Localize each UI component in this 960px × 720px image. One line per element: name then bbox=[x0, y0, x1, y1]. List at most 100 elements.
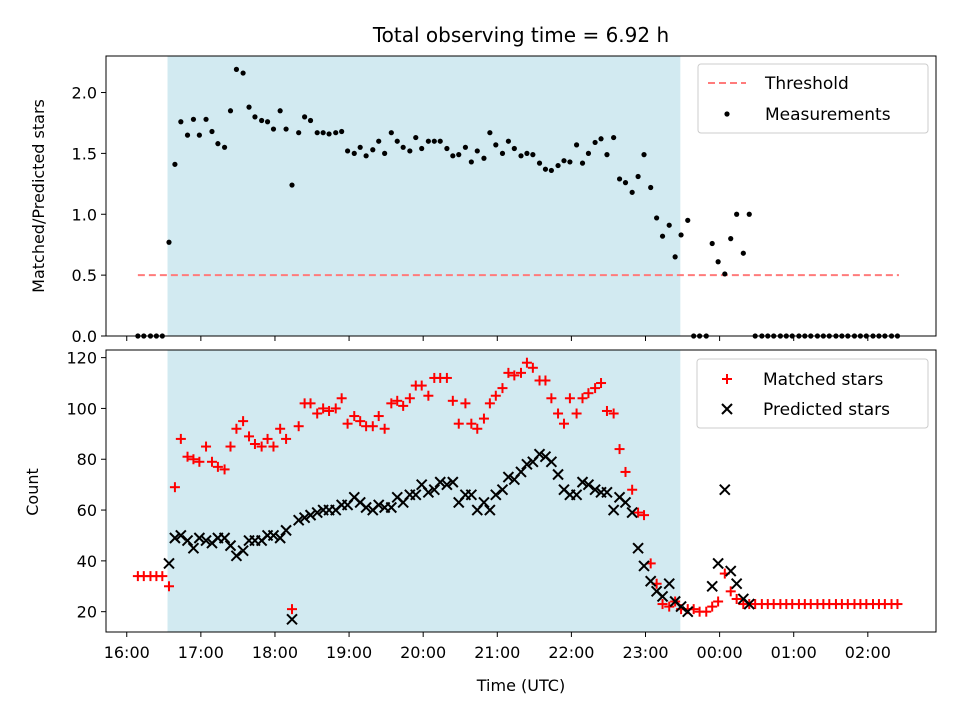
matched-star-point bbox=[423, 390, 434, 401]
measurement-point bbox=[264, 119, 271, 125]
legend-threshold-label: Threshold bbox=[764, 74, 849, 94]
x-tick-label: 18:00 bbox=[252, 643, 298, 662]
measurement-point bbox=[339, 128, 345, 135]
matched-star-point bbox=[639, 510, 650, 521]
matched-star-point bbox=[355, 416, 366, 427]
top-y-axis-label: Matched/Predicted stars bbox=[29, 99, 48, 293]
measurement-point bbox=[685, 217, 691, 223]
matched-star-point bbox=[212, 461, 223, 472]
top-legend-box bbox=[697, 63, 929, 134]
measurement-point bbox=[659, 233, 666, 239]
predicted-star-point bbox=[552, 468, 564, 481]
predicted-star-point bbox=[169, 532, 181, 544]
predicted-star-point bbox=[582, 478, 595, 491]
bottom-legend-box bbox=[696, 358, 929, 429]
measurement-point bbox=[579, 160, 586, 166]
x-tick-label: 23:00 bbox=[622, 643, 668, 662]
predicted-star-point bbox=[385, 501, 398, 514]
measurement-point bbox=[431, 138, 437, 144]
matched-star-point bbox=[707, 601, 718, 612]
measurement-point bbox=[444, 145, 450, 152]
measurement-point bbox=[635, 173, 641, 180]
bottom-y-tick-label: 100 bbox=[66, 399, 97, 418]
predicted-star-point bbox=[521, 458, 533, 471]
measurement-point bbox=[351, 150, 357, 156]
predicted-star-point bbox=[230, 550, 243, 562]
matched-star-point bbox=[503, 367, 514, 378]
predicted-star-point bbox=[163, 557, 175, 570]
x-tick-label: 01:00 bbox=[771, 643, 817, 662]
matched-star-point bbox=[484, 398, 495, 409]
matched-star-point bbox=[416, 380, 427, 391]
measurement-point bbox=[524, 150, 530, 156]
x-tick-label: 20:00 bbox=[400, 643, 446, 662]
predicted-star-point bbox=[719, 484, 731, 496]
measurement-point bbox=[172, 161, 178, 167]
x-tick-label: 02:00 bbox=[845, 643, 891, 662]
measurement-point bbox=[530, 152, 536, 158]
matched-star-point bbox=[731, 593, 742, 604]
top-y-tick-label: 2.0 bbox=[72, 84, 97, 103]
matched-star-point bbox=[608, 408, 619, 419]
matched-star-point bbox=[521, 357, 532, 368]
x-tick-label: 19:00 bbox=[326, 643, 372, 662]
matched-star-point bbox=[392, 395, 403, 406]
matched-star-point bbox=[312, 408, 323, 419]
predicted-star-point bbox=[675, 600, 687, 613]
predicted-star-point bbox=[619, 496, 632, 509]
matched-star-point bbox=[601, 405, 612, 416]
matched-star-point bbox=[201, 441, 212, 452]
measurement-point bbox=[382, 150, 388, 156]
measurement-point bbox=[654, 215, 660, 221]
predicted-star-point bbox=[712, 557, 724, 570]
measurement-point bbox=[407, 148, 413, 154]
measurement-point bbox=[314, 130, 320, 136]
top-y-tick-label: 1.0 bbox=[72, 205, 97, 224]
matched-star-point bbox=[281, 433, 292, 444]
matched-star-point bbox=[453, 418, 464, 429]
matched-star-point bbox=[540, 375, 551, 386]
measurement-point bbox=[203, 116, 209, 122]
matched-star-point bbox=[553, 408, 564, 419]
matched-star-point bbox=[657, 599, 668, 610]
matched-star-point bbox=[614, 444, 625, 455]
measurement-point bbox=[573, 142, 580, 148]
matched-star-point bbox=[892, 599, 903, 610]
matched-star-point bbox=[596, 378, 607, 389]
matched-star-point bbox=[398, 400, 409, 411]
bottom-y-tick-label: 120 bbox=[66, 349, 97, 368]
measurement-point bbox=[376, 138, 382, 144]
measurement-point bbox=[555, 162, 561, 169]
measurement-point bbox=[419, 145, 425, 152]
measurement-point bbox=[542, 166, 549, 172]
predicted-star-point bbox=[632, 542, 644, 554]
measurement-point bbox=[548, 167, 554, 174]
matched-star-point bbox=[249, 439, 260, 449]
x-tick-label: 16:00 bbox=[104, 643, 150, 662]
measurement-point bbox=[166, 239, 172, 245]
bottom-y-tick-label: 60 bbox=[77, 501, 97, 520]
predicted-star-point bbox=[422, 486, 435, 498]
matched-star-point bbox=[447, 395, 458, 406]
matched-star-point bbox=[182, 451, 193, 462]
top-shaded-span bbox=[167, 56, 681, 336]
predicted-star-point bbox=[533, 448, 546, 460]
predicted-star-point bbox=[274, 532, 286, 544]
matched-star-point bbox=[342, 418, 353, 429]
matched-star-point bbox=[516, 367, 526, 378]
predicted-star-point bbox=[280, 524, 292, 537]
measurement-point bbox=[746, 211, 752, 217]
matched-star-point bbox=[701, 606, 712, 617]
measurement-point bbox=[344, 148, 351, 154]
predicted-star-point bbox=[237, 544, 249, 557]
measurement-point bbox=[388, 130, 394, 136]
matched-star-point bbox=[564, 393, 575, 404]
predicted-star-point bbox=[181, 534, 194, 547]
matched-star-point bbox=[627, 484, 638, 495]
measurement-point bbox=[320, 130, 326, 136]
measurement-point bbox=[209, 128, 215, 135]
x-axis-label: Time (UTC) bbox=[476, 676, 565, 695]
x-tick-label: 00:00 bbox=[697, 643, 743, 662]
legend-predicted-swatch bbox=[721, 403, 733, 415]
matched-star-point bbox=[713, 596, 724, 607]
